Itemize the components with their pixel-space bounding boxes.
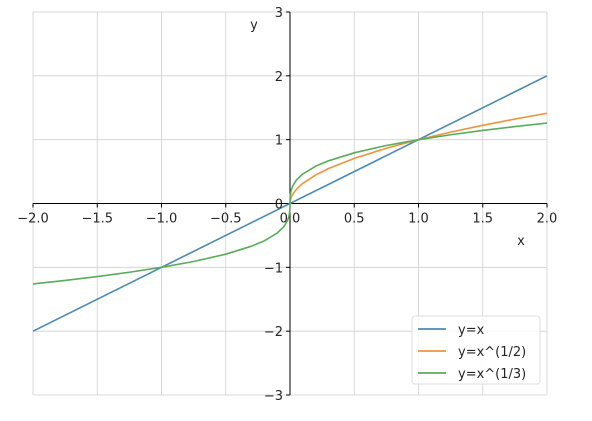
legend-box — [411, 315, 541, 385]
series-line-2 — [289, 112, 548, 204]
x-tick-label-2: −1.0 — [146, 212, 178, 227]
y-tick-label-2: −1 — [264, 261, 283, 276]
legend-label-1: y=x — [458, 323, 485, 338]
tick-labels: −2.0 −1.5 −1.0 −0.5 0.0 0.5 1.0 1.5 2.0 −3 −2 −1 0 1 2… — [17, 6, 557, 404]
x-tick-label-0: −2.0 — [17, 212, 49, 227]
y-tick-label-1: −2 — [264, 325, 283, 340]
x-tick-label-1: −1.5 — [81, 212, 113, 227]
legend-label-3: y=x^(1/3) — [458, 367, 526, 382]
y-tick-label-0: −3 — [264, 389, 283, 404]
x-tick-label-6: 1.0 — [408, 212, 429, 227]
x-tick-label-7: 1.5 — [472, 212, 493, 227]
series-lines — [32, 75, 548, 332]
x-tick-label-4: 0.0 — [280, 212, 301, 227]
x-tick-label-3: −0.5 — [210, 212, 242, 227]
y-tick-label-4: 1 — [275, 134, 283, 149]
y-tick-label-6: 3 — [275, 6, 283, 21]
x-axis-label: x — [517, 234, 525, 249]
x-tick-label-8: 2.0 — [537, 212, 558, 227]
legend: y=x y=x^(1/2) y=x^(1/3) — [411, 315, 541, 385]
y-axis-label: y — [250, 18, 258, 33]
x-tick-label-5: 0.5 — [344, 212, 365, 227]
series-line-3 — [32, 122, 548, 285]
y-tick-label-3: 0 — [275, 198, 283, 213]
y-tick-label-5: 2 — [275, 70, 283, 85]
legend-label-2: y=x^(1/2) — [458, 345, 526, 360]
